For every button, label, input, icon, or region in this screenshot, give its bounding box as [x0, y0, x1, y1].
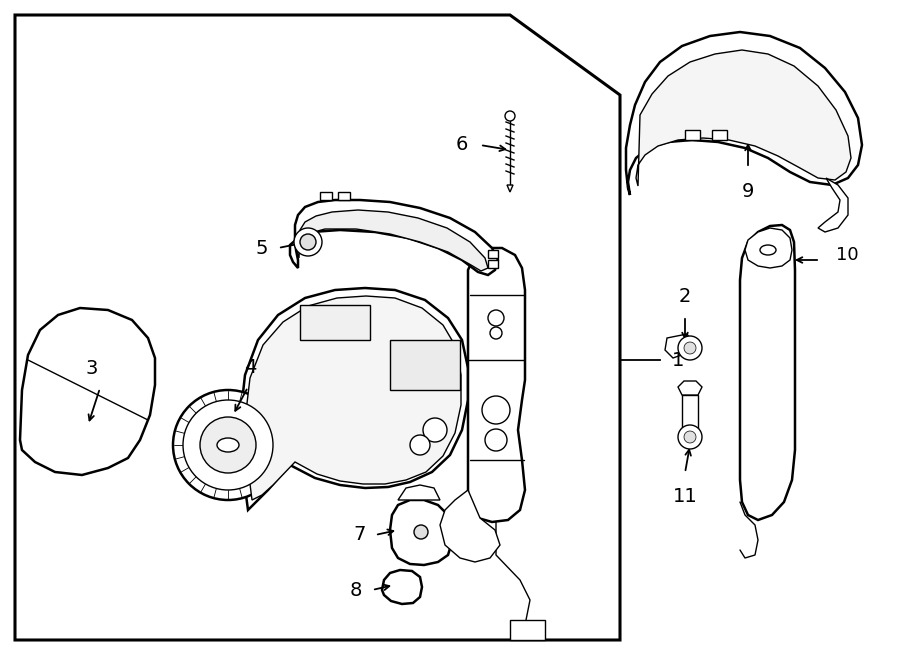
Circle shape: [678, 336, 702, 360]
Polygon shape: [507, 185, 513, 192]
Polygon shape: [488, 260, 498, 268]
Polygon shape: [320, 192, 332, 200]
Polygon shape: [818, 178, 848, 232]
Text: 6: 6: [455, 136, 468, 155]
Polygon shape: [15, 15, 620, 640]
Ellipse shape: [760, 245, 776, 255]
Polygon shape: [398, 485, 440, 500]
Polygon shape: [440, 490, 500, 562]
Circle shape: [684, 431, 696, 443]
Ellipse shape: [217, 438, 239, 452]
Circle shape: [490, 327, 502, 339]
Polygon shape: [382, 570, 422, 604]
Circle shape: [410, 435, 430, 455]
Circle shape: [684, 342, 696, 354]
Text: 4: 4: [244, 358, 256, 377]
Polygon shape: [245, 296, 461, 500]
Polygon shape: [678, 381, 702, 395]
Text: 9: 9: [742, 182, 754, 201]
Polygon shape: [740, 225, 795, 520]
Circle shape: [414, 525, 428, 539]
Circle shape: [423, 418, 447, 442]
Text: 10: 10: [836, 246, 859, 264]
Polygon shape: [488, 250, 498, 258]
Polygon shape: [665, 334, 693, 358]
Polygon shape: [712, 130, 727, 140]
Text: 11: 11: [672, 487, 698, 506]
Polygon shape: [390, 500, 452, 565]
Polygon shape: [636, 50, 851, 186]
Polygon shape: [510, 620, 545, 640]
Circle shape: [200, 417, 256, 473]
Polygon shape: [468, 248, 525, 522]
Polygon shape: [745, 228, 792, 268]
Text: 1: 1: [672, 350, 684, 369]
Polygon shape: [240, 288, 468, 510]
Polygon shape: [685, 130, 700, 140]
Circle shape: [183, 400, 273, 490]
Text: 8: 8: [350, 580, 362, 600]
Circle shape: [300, 234, 316, 250]
Polygon shape: [20, 308, 155, 475]
Text: 2: 2: [679, 287, 691, 306]
Text: 3: 3: [86, 359, 98, 378]
Circle shape: [173, 390, 283, 500]
Text: 7: 7: [354, 525, 366, 545]
Polygon shape: [390, 340, 460, 390]
Circle shape: [482, 396, 510, 424]
Circle shape: [485, 429, 507, 451]
Polygon shape: [297, 210, 488, 271]
Polygon shape: [682, 395, 698, 435]
Circle shape: [294, 228, 322, 256]
Circle shape: [678, 425, 702, 449]
Polygon shape: [300, 305, 370, 340]
Polygon shape: [290, 200, 498, 275]
Polygon shape: [626, 32, 862, 195]
Polygon shape: [338, 192, 350, 200]
Circle shape: [505, 111, 515, 121]
Circle shape: [488, 310, 504, 326]
Text: 5: 5: [256, 239, 268, 258]
